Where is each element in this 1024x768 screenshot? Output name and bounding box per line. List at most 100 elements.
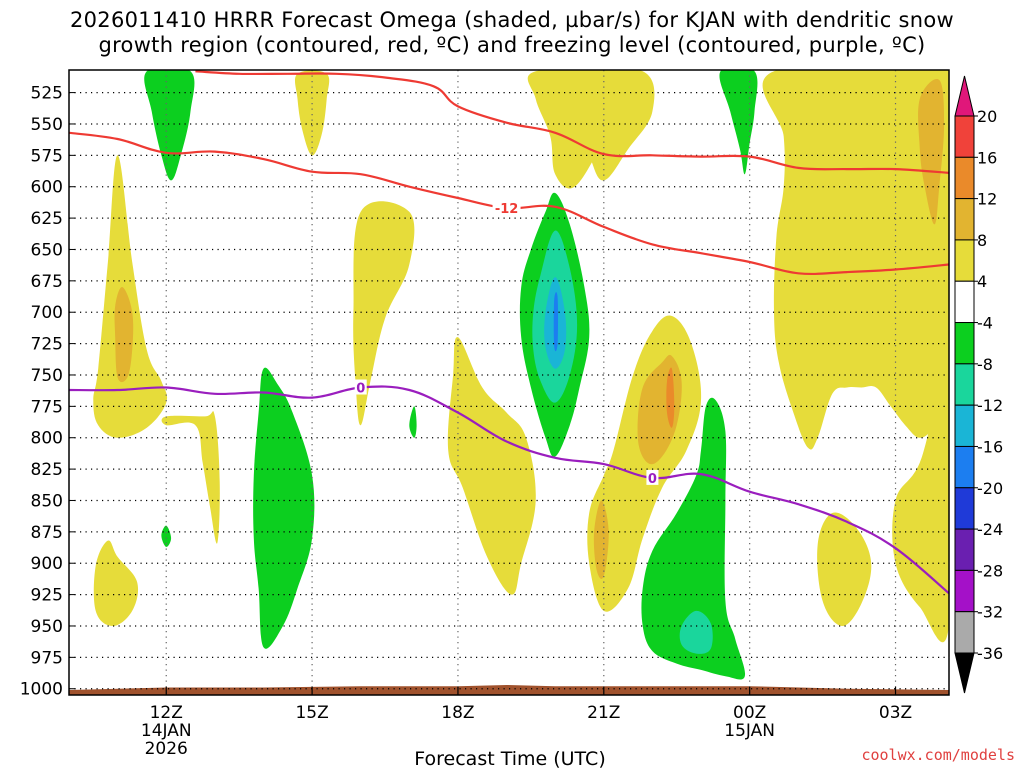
chart-title-line-2: growth region (contoured, red, ºC) and f…	[98, 33, 926, 57]
colorbar-label: 4	[977, 272, 987, 291]
colorbar-swatch	[954, 239, 975, 282]
omega-region-10	[762, 70, 949, 450]
omega-region-3	[294, 70, 330, 156]
contour-label: 0	[356, 382, 365, 397]
colorbar-label: -16	[977, 437, 1003, 456]
omega-region-0	[93, 540, 139, 626]
colorbar-label: -28	[977, 561, 1003, 580]
y-tick-label: 850	[31, 491, 63, 511]
omega-region-14	[593, 500, 609, 579]
omega-region-11	[892, 371, 949, 643]
x-tick-label: 15Z	[295, 703, 328, 723]
colorbar-swatch	[954, 611, 975, 654]
contour-label-bg	[646, 469, 659, 485]
colorbar-label: -24	[977, 520, 1003, 539]
colorbar-swatch	[954, 115, 975, 158]
colorbar-label: 20	[977, 107, 997, 126]
colorbar-swatch	[954, 198, 975, 241]
omega-region-15	[918, 78, 945, 225]
omega-region-19	[253, 367, 315, 649]
colorbar-swatch	[954, 445, 975, 489]
x-tick-date: 14JAN	[141, 721, 192, 741]
omega-shading-layer	[93, 70, 949, 680]
x-tick-label: 18Z	[441, 703, 474, 723]
plot-frame	[68, 69, 950, 696]
terrain-surface	[69, 685, 949, 695]
y-tick-label: 650	[31, 240, 63, 260]
colorbar-label: -4	[977, 314, 993, 333]
x-tick-label: 00Z	[733, 703, 766, 723]
colorbar-swatch	[954, 404, 975, 447]
colorbar-swatch	[954, 322, 975, 365]
x-tick-year: 2026	[145, 739, 188, 759]
x-tick-label: 12Z	[150, 703, 183, 723]
omega-region-7	[564, 70, 655, 181]
omega-region-12	[114, 287, 134, 383]
contour-label-bg	[354, 379, 367, 395]
y-tick-label: 575	[31, 146, 63, 166]
y-tick-label: 750	[31, 366, 63, 386]
y-tick-label: 525	[31, 84, 63, 104]
x-axis-label: Forecast Time (UTC)	[414, 748, 605, 768]
x-tick-label: 03Z	[879, 703, 912, 723]
colorbar-top-arrow	[954, 75, 975, 117]
colorbar-swatch	[954, 487, 975, 530]
colorbar-swatch	[954, 363, 975, 406]
colorbar-swatch	[954, 569, 975, 613]
contour-line-1	[195, 70, 949, 174]
chart-title-line-1: 2026011410 HRRR Forecast Omega (shaded, …	[69, 8, 954, 32]
y-tick-label: 950	[31, 617, 63, 637]
x-tick-date: 15JAN	[724, 721, 775, 741]
colorbar: 20 16 12 8 4 -4 -8 -12 -16 -20 -24 -28 -32 -36	[954, 75, 1003, 694]
colorbar-label: -8	[977, 355, 993, 374]
colorbar-swatch	[954, 156, 975, 200]
omega-region-2	[161, 411, 220, 544]
colorbar-label: -12	[977, 396, 1003, 415]
colorbar-label: 16	[977, 148, 997, 167]
x-tick-label: 21Z	[587, 703, 620, 723]
omega-region-23	[719, 70, 758, 175]
contour-label: 0	[648, 472, 657, 487]
colorbar-swatch	[954, 280, 975, 324]
y-tick-label: 900	[31, 554, 63, 574]
chart-title: 2026011410 HRRR Forecast Omega (shaded, …	[0, 8, 1024, 58]
grid-layer	[69, 70, 949, 695]
colorbar-bottom-arrow	[954, 652, 975, 694]
omega-region-22	[641, 397, 746, 680]
omega-region-1	[93, 155, 168, 438]
y-tick-label: 975	[31, 648, 63, 668]
y-tick-label: 600	[31, 178, 63, 198]
contour-label-bg	[492, 200, 521, 216]
y-tick-label: 700	[31, 303, 63, 323]
omega-region-5	[447, 337, 536, 595]
y-tick-label: 725	[31, 335, 63, 355]
y-tick-label: 550	[31, 115, 63, 135]
contour-label: -12	[495, 202, 519, 217]
colorbar-label: 12	[977, 190, 997, 209]
credit-text: coolwx.com/models	[861, 746, 1015, 764]
y-tick-label: 800	[31, 429, 63, 449]
omega-region-9	[817, 512, 872, 627]
omega-region-18	[161, 525, 172, 547]
omega-region-27	[553, 292, 559, 352]
y-tick-label: 625	[31, 209, 63, 229]
colorbar-label: -32	[977, 603, 1003, 622]
terrain-layer	[69, 685, 949, 695]
y-axis: 525 550 575 600 625 650 675 700 725 750 775 800 825 8…	[20, 84, 75, 700]
colorbar-label: -36	[977, 644, 1003, 663]
y-tick-label: 1000	[20, 680, 63, 700]
colorbar-swatch	[954, 528, 975, 571]
y-tick-label: 775	[31, 397, 63, 417]
colorbar-label: 8	[977, 231, 987, 250]
y-tick-label: 925	[31, 586, 63, 606]
omega-region-4	[353, 201, 415, 426]
omega-region-20	[409, 406, 417, 438]
colorbar-label: -20	[977, 479, 1003, 498]
omega-region-17	[144, 70, 195, 181]
omega-region-16	[666, 367, 675, 428]
y-tick-label: 675	[31, 272, 63, 292]
omega-region-25	[679, 610, 713, 654]
contour-layer: -12 0 0	[69, 70, 949, 595]
